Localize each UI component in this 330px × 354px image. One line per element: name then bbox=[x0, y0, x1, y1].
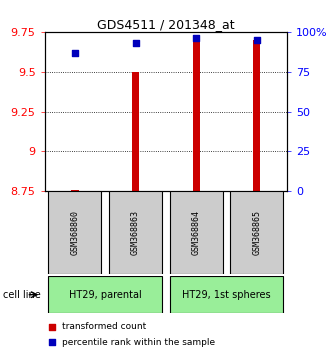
FancyBboxPatch shape bbox=[49, 276, 162, 313]
FancyBboxPatch shape bbox=[230, 191, 283, 274]
Bar bbox=[132, 72, 139, 191]
Text: HT29, 1st spheres: HT29, 1st spheres bbox=[182, 290, 271, 300]
Text: GSM368860: GSM368860 bbox=[70, 210, 80, 255]
Bar bbox=[253, 40, 260, 191]
FancyBboxPatch shape bbox=[109, 191, 162, 274]
Point bbox=[72, 50, 78, 56]
Text: cell line: cell line bbox=[3, 290, 41, 300]
Text: transformed count: transformed count bbox=[61, 322, 146, 331]
Title: GDS4511 / 201348_at: GDS4511 / 201348_at bbox=[97, 18, 235, 31]
Point bbox=[193, 35, 199, 41]
Text: HT29, parental: HT29, parental bbox=[69, 290, 142, 300]
FancyBboxPatch shape bbox=[49, 191, 101, 274]
Text: percentile rank within the sample: percentile rank within the sample bbox=[61, 338, 214, 347]
FancyBboxPatch shape bbox=[170, 276, 283, 313]
Bar bbox=[192, 40, 200, 191]
Point bbox=[254, 37, 259, 43]
Text: GSM368864: GSM368864 bbox=[192, 210, 201, 255]
Point bbox=[49, 340, 54, 346]
Text: GSM368863: GSM368863 bbox=[131, 210, 140, 255]
Text: GSM368865: GSM368865 bbox=[252, 210, 261, 255]
Bar bbox=[71, 190, 79, 191]
Point bbox=[133, 40, 138, 46]
Point bbox=[49, 324, 54, 329]
FancyBboxPatch shape bbox=[170, 191, 222, 274]
